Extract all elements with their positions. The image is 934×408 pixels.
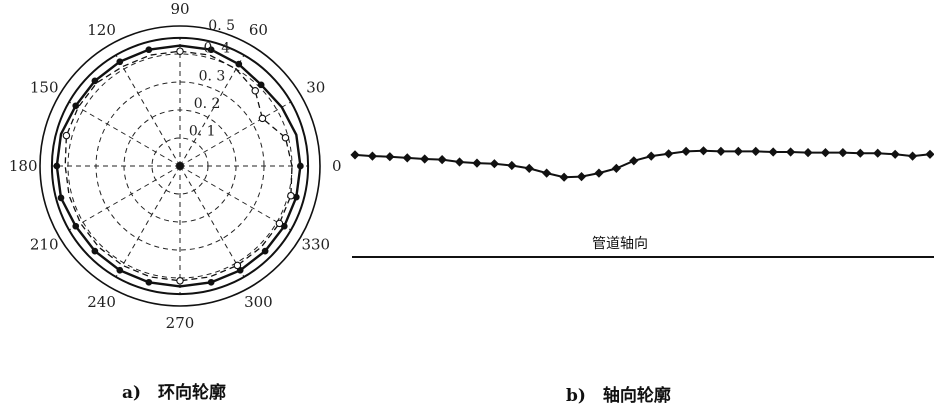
axial-profile-point-14 bbox=[594, 168, 604, 178]
axial-profile-point-7 bbox=[472, 158, 482, 168]
axial-profile-point-4 bbox=[420, 154, 430, 164]
polar-series-0-point-0 bbox=[297, 162, 304, 170]
axial-profile-point-5 bbox=[437, 155, 447, 165]
axial-profile-point-26 bbox=[803, 148, 813, 158]
angle-grid-spoke-5 bbox=[68, 101, 181, 167]
polar-series-1-point-5 bbox=[176, 277, 184, 285]
axial-profile-point-18 bbox=[664, 149, 674, 159]
axial-profile-point-6 bbox=[454, 157, 465, 167]
polar-series-1-point-2 bbox=[251, 87, 259, 95]
angle-tick-label-180: 180 bbox=[9, 157, 38, 175]
axial-profile-point-29 bbox=[855, 148, 865, 158]
polar-series-0-point-3 bbox=[207, 46, 215, 54]
angle-grid-spoke-4 bbox=[115, 54, 181, 167]
polar-series-1-point-6 bbox=[233, 261, 242, 270]
axial-profile-point-21 bbox=[716, 146, 726, 156]
axial-profile-point-31 bbox=[890, 149, 900, 159]
axial-profile-point-33 bbox=[925, 149, 934, 159]
axial-profile-point-27 bbox=[820, 148, 831, 158]
axial-profile-point-17 bbox=[646, 151, 656, 161]
angle-grid-spoke-7 bbox=[68, 165, 181, 231]
angle-tick-label-270: 270 bbox=[166, 314, 195, 332]
polar-series-0-point-11 bbox=[91, 247, 99, 255]
polar-series bbox=[53, 44, 304, 288]
angle-tick-label-120: 120 bbox=[87, 21, 116, 39]
angle-tick-label-300: 300 bbox=[244, 293, 273, 311]
polar-series-1-point-8 bbox=[287, 191, 295, 200]
polar-frame-inner bbox=[50, 36, 310, 296]
angle-tick-label-240: 240 bbox=[87, 293, 116, 311]
axial-profile-point-8 bbox=[489, 159, 499, 169]
axial-profile-point-9 bbox=[507, 160, 517, 171]
radial-tick-labels: 0. 1 0. 2 0. 3 0. 4 0. 5 bbox=[189, 18, 235, 139]
angle-tick-label-0: 0 bbox=[332, 157, 342, 175]
polar-series-0-point-9 bbox=[57, 194, 65, 202]
angle-tick-label-90: 90 bbox=[170, 0, 189, 18]
axial-profile-point-1 bbox=[367, 151, 378, 161]
angle-tick-label-330: 330 bbox=[301, 235, 330, 253]
polar-series-0-point-2 bbox=[235, 60, 243, 68]
angle-tick-label-30: 30 bbox=[306, 79, 325, 97]
polar-series-0-point-8 bbox=[53, 162, 61, 170]
polar-series-1-point-0 bbox=[281, 133, 290, 142]
axial-profile-point-16 bbox=[629, 156, 639, 166]
polar-series-0-point-10 bbox=[72, 222, 80, 230]
axial-profile-point-11 bbox=[542, 168, 552, 178]
polar-series-0-point-13 bbox=[145, 278, 153, 286]
polar-chart: 0 30 60 90 120 150 180 210 240 270 300 330 0. 1 0. 2… bbox=[9, 0, 342, 332]
axial-profile-point-13 bbox=[576, 172, 587, 182]
radial-tick-label-2: 0. 3 bbox=[199, 68, 226, 84]
polar-series-0-point-12 bbox=[116, 266, 124, 274]
radial-tick-label-0: 0. 1 bbox=[189, 123, 216, 139]
angle-tick-label-60: 60 bbox=[249, 21, 268, 39]
polar-series-0-point-6 bbox=[91, 77, 99, 85]
polar-series-1-point-3 bbox=[176, 47, 184, 55]
angle-tick-labels: 0 30 60 90 120 150 180 210 240 270 300 330 bbox=[9, 0, 342, 332]
polar-series-1-point-1 bbox=[258, 114, 267, 123]
axial-profile-point-23 bbox=[751, 146, 761, 156]
angle-grid-spoke-1 bbox=[179, 101, 292, 167]
axial-profile-point-3 bbox=[402, 153, 412, 163]
axial-profile-point-2 bbox=[385, 152, 395, 162]
radial-tick-label-1: 0. 2 bbox=[194, 96, 221, 112]
axial-profile-point-32 bbox=[907, 151, 918, 161]
caption-b: b) 轴向轮廓 bbox=[566, 385, 671, 406]
polar-series-0-point-4 bbox=[145, 46, 153, 54]
polar-series-0-point-16 bbox=[261, 247, 269, 255]
angle-tick-label-150: 150 bbox=[30, 79, 59, 97]
axial-profile-point-0 bbox=[350, 150, 360, 160]
polar-series-0-point-14 bbox=[207, 278, 215, 286]
polar-frame-outer bbox=[39, 25, 321, 307]
polar-center bbox=[176, 162, 184, 170]
radial-tick-label-4: 0. 5 bbox=[208, 18, 235, 34]
axial-profile-point-12 bbox=[559, 172, 569, 182]
polar-series-0-point-5 bbox=[116, 58, 124, 66]
angle-tick-label-210: 210 bbox=[30, 235, 59, 253]
radial-tick-label-3: 0. 4 bbox=[203, 41, 230, 57]
pipe-axis-label: 管道轴向 bbox=[592, 236, 648, 252]
polar-series-1-point-7 bbox=[275, 219, 284, 228]
axial-profile-point-30 bbox=[873, 148, 883, 158]
polar-series-1-point-4 bbox=[62, 131, 71, 140]
angle-grid-spoke-10 bbox=[179, 165, 245, 278]
axial-profile-markers bbox=[350, 146, 934, 182]
caption-a: a) 环向轮廓 bbox=[122, 382, 226, 403]
axial-profile-point-19 bbox=[681, 146, 691, 156]
angle-grid-spoke-2 bbox=[179, 54, 245, 167]
polar-series-0-point-1 bbox=[257, 81, 265, 89]
polar-series-0-point-7 bbox=[72, 102, 80, 110]
axial-profile-point-10 bbox=[524, 163, 534, 173]
angle-grid-spoke-8 bbox=[115, 165, 181, 278]
axial-profile-point-15 bbox=[611, 163, 621, 173]
axial-profile-line bbox=[354, 149, 931, 179]
axial-profile-point-25 bbox=[786, 147, 796, 157]
axial-profile-chart: 管道轴向 bbox=[350, 146, 934, 258]
axial-profile-point-22 bbox=[733, 146, 743, 156]
axial-profile-point-20 bbox=[698, 146, 709, 156]
axial-profile-point-28 bbox=[838, 148, 848, 158]
axial-profile-point-24 bbox=[768, 147, 778, 157]
angle-grid-spoke-11 bbox=[179, 165, 292, 231]
